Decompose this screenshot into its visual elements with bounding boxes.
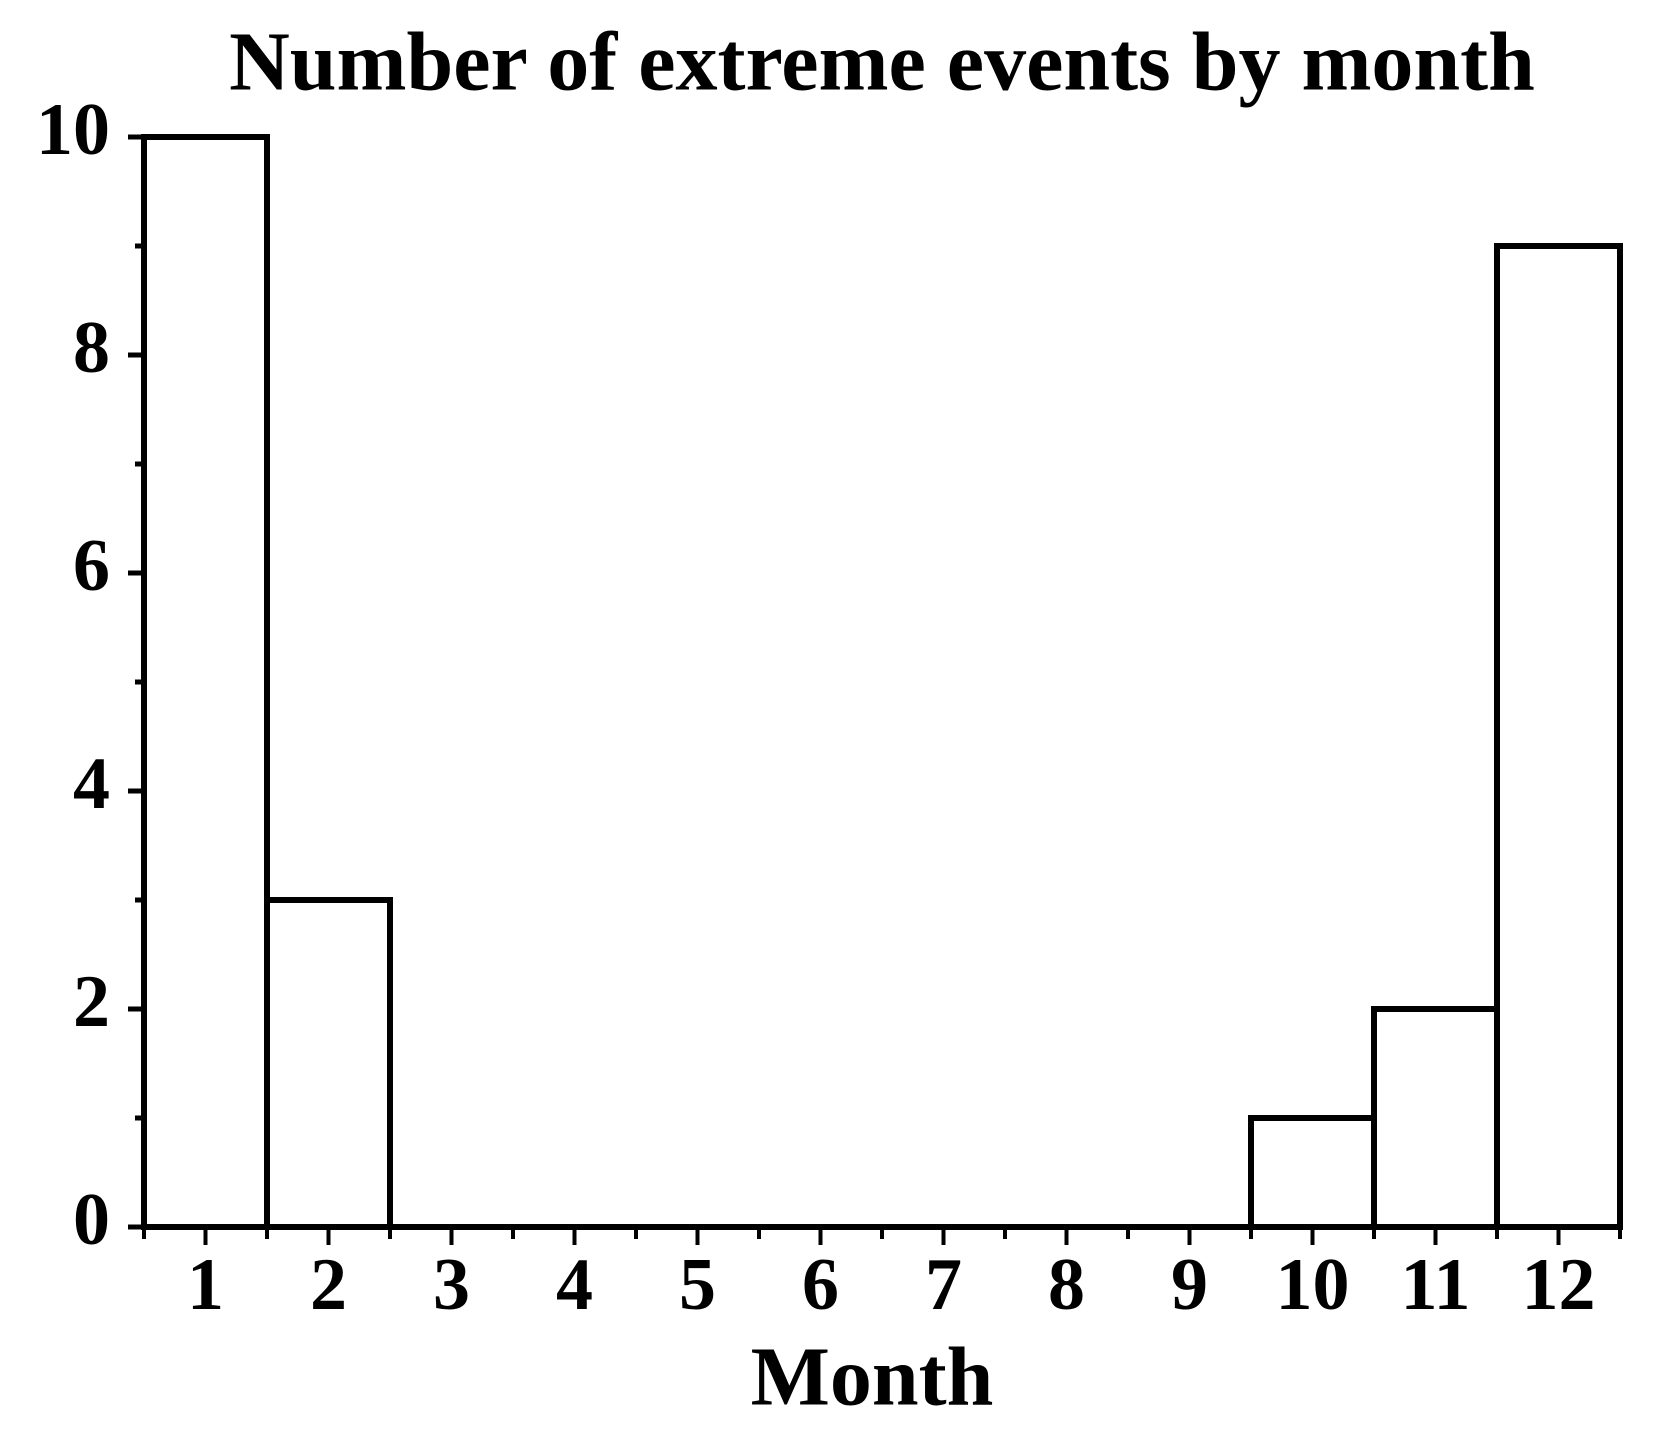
bar bbox=[264, 897, 393, 1230]
x-tick-label: 12 bbox=[1522, 1244, 1596, 1326]
y-tick-label: 2 bbox=[73, 961, 110, 1043]
y-tick-label: 0 bbox=[73, 1179, 110, 1261]
x-tick-label: 6 bbox=[802, 1244, 839, 1326]
chart-title: Number of extreme events by month bbox=[229, 15, 1535, 108]
y-tick-label: 6 bbox=[73, 525, 110, 607]
x-tick-label: 8 bbox=[1048, 1244, 1085, 1326]
bar bbox=[1494, 243, 1623, 1230]
x-tick-label: 9 bbox=[1171, 1244, 1208, 1326]
x-tick-label: 5 bbox=[679, 1244, 716, 1326]
y-tick-label: 4 bbox=[73, 743, 110, 825]
x-tick-label: 10 bbox=[1276, 1244, 1350, 1326]
x-tick-label: 4 bbox=[556, 1244, 593, 1326]
bar bbox=[1248, 1115, 1377, 1230]
x-tick-label: 1 bbox=[187, 1244, 224, 1326]
x-tick-label: 3 bbox=[433, 1244, 470, 1326]
x-axis-label: Month bbox=[751, 1330, 994, 1423]
bar bbox=[141, 134, 270, 1230]
x-tick-label: 11 bbox=[1401, 1244, 1471, 1326]
x-tick-label: 7 bbox=[925, 1244, 962, 1326]
x-tick-label: 2 bbox=[310, 1244, 347, 1326]
y-tick-label: 8 bbox=[73, 307, 110, 389]
bar bbox=[1371, 1006, 1500, 1230]
y-tick-label: 10 bbox=[36, 89, 110, 171]
